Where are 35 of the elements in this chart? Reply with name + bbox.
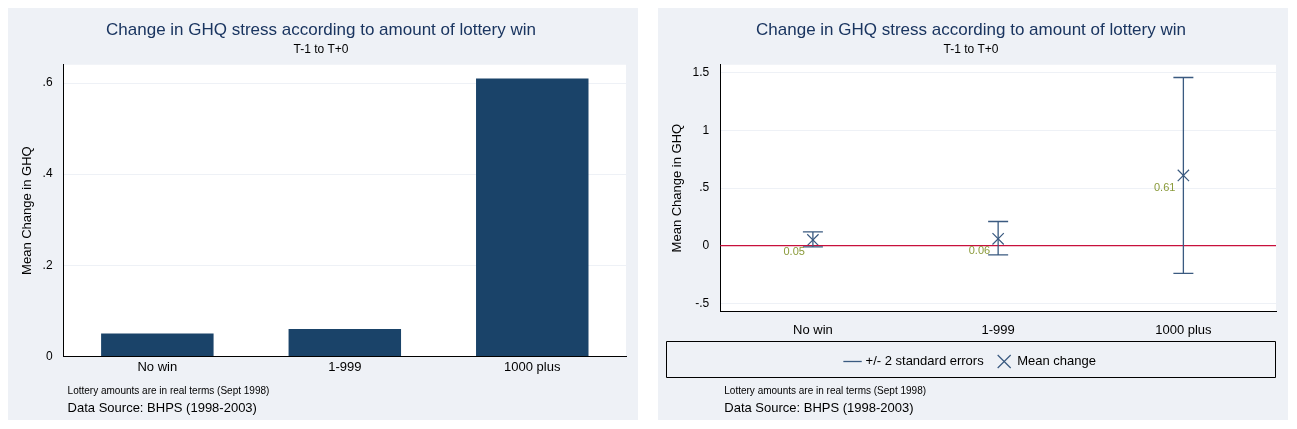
data-label: 0.06 [968,244,991,257]
y-axis-title: Mean Change in GHQ [669,123,685,253]
y-tick-label: 1 [702,122,710,137]
y-tick-label: 0 [702,238,710,253]
chart-title: Change in GHQ stress according to amount of lottery win [756,19,1186,39]
point [991,232,1005,246]
y-tick-label: 0 [45,348,53,363]
x-tick-label: No win [137,358,178,374]
source-note: Data Source: BHPS (1998-2003) [67,400,257,415]
legend-label: Mean change [1017,353,1096,369]
y-tick-label: .5 [699,180,710,195]
chart-subtitle: T-1 to T+0 [943,41,999,56]
point [1177,169,1190,182]
source-note: Data Source: BHPS (1998-2003) [724,400,914,415]
y-tick-label: 1.5 [692,65,710,80]
y-tick-label: .6 [42,75,53,90]
text: Lottery amounts are in real terms (Sept 1998) [67,385,270,396]
text: Lottery amounts are in real terms (Sept 1998) [724,385,927,396]
bar [101,333,214,356]
bar [288,329,402,356]
text: +/- 2 standard errors [865,353,985,369]
x-tick-label: 1000 plus [504,358,561,374]
bar [476,78,589,356]
x-tick-label: 1-999 [328,358,362,374]
data-label: 0.61 [1153,180,1176,193]
x-tick-label: 1-999 [981,321,1015,337]
y-axis-title: Mean Change in GHQ [19,146,35,275]
y-tick-label: -.5 [695,295,710,310]
x-tick-label: 1000 plus [1155,321,1213,337]
chart-subtitle: T-1 to T+0 [293,41,349,56]
y-tick-label: .4 [42,166,53,181]
chart-title: Change in GHQ stress according to amount of lottery win [106,19,536,39]
x-tick-label: No win [793,321,833,337]
data-label: 0.05 [783,245,805,258]
y-tick-label: .2 [42,257,53,272]
